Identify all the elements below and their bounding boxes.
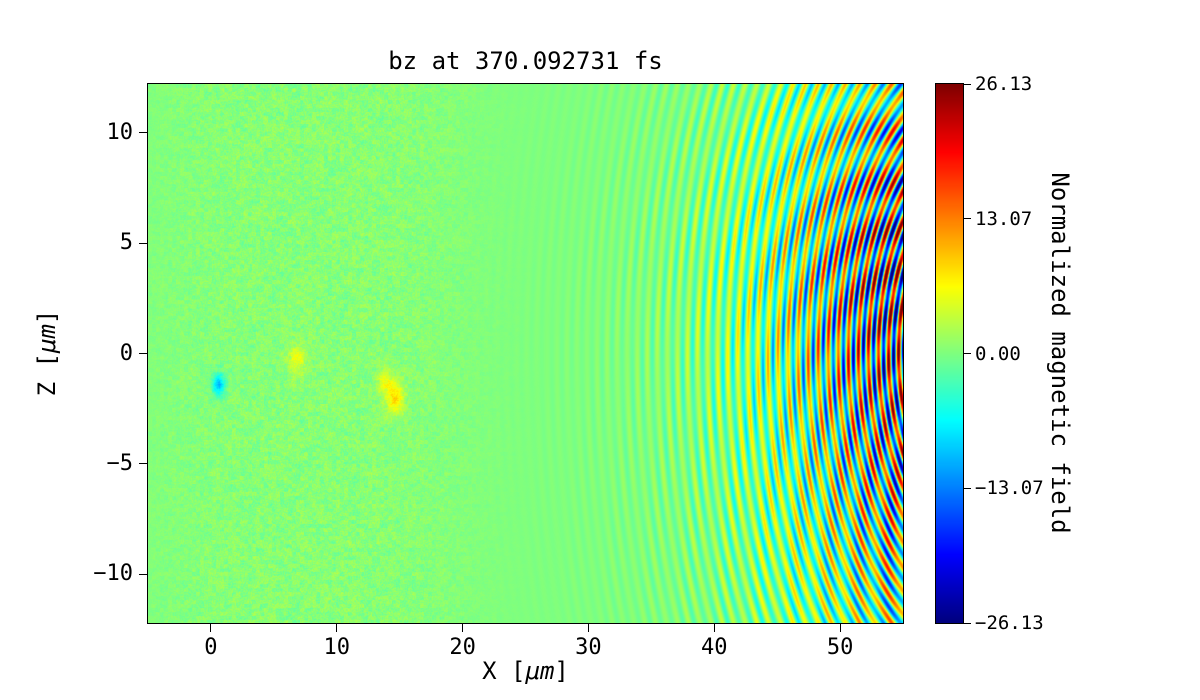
x-tick-label: 20 <box>449 635 476 660</box>
y-axis-label-suffix: ] <box>33 309 61 325</box>
y-tick-mark <box>139 463 147 465</box>
x-tick-mark <box>839 624 841 632</box>
colorbar-tick-label: 13.07 <box>975 207 1033 230</box>
colorbar-tick-mark <box>964 353 971 354</box>
x-tick-mark <box>462 624 464 632</box>
colorbar-tick-label: −26.13 <box>975 612 1044 634</box>
y-tick-label: −10 <box>93 561 133 587</box>
y-tick-label: −5 <box>106 450 134 476</box>
y-tick-label: 5 <box>119 230 133 256</box>
chart-title: bz at 370.092731 fs <box>388 47 663 75</box>
plot-area <box>147 83 904 624</box>
colorbar-tick-label: −13.07 <box>975 477 1044 500</box>
y-tick-mark <box>139 353 147 354</box>
x-tick-label: 10 <box>323 635 351 660</box>
colorbar-tick-label: 0.00 <box>975 342 1021 365</box>
y-tick-label: 0 <box>119 340 133 366</box>
x-axis-label-prefix: X [ <box>482 657 526 685</box>
x-tick-mark <box>587 624 589 632</box>
x-axis-label: X [μm] <box>148 656 903 686</box>
x-axis-label-unit: μm <box>525 657 555 685</box>
colorbar-tick-mark <box>964 622 971 624</box>
x-tick-mark <box>336 624 338 632</box>
x-tick-mark <box>210 624 212 632</box>
colorbar-tick-label: 26.13 <box>975 73 1033 95</box>
y-tick-mark <box>139 132 147 134</box>
x-axis-label-suffix: ] <box>554 657 569 685</box>
colorbar-tick-mark <box>964 83 971 85</box>
y-tick-label: 10 <box>106 119 134 145</box>
colorbar-tick-mark <box>964 218 971 220</box>
x-tick-label: 50 <box>826 635 854 660</box>
x-tick-label: 0 <box>204 635 218 660</box>
y-tick-mark <box>139 242 147 244</box>
heatmap-canvas <box>148 84 903 623</box>
colorbar-canvas <box>936 84 963 623</box>
x-tick-label: 40 <box>701 635 728 660</box>
colorbar <box>935 83 964 624</box>
x-tick-mark <box>713 624 715 632</box>
y-tick-mark <box>139 573 147 575</box>
colorbar-tick-mark <box>964 487 971 489</box>
x-tick-label: 30 <box>575 635 602 660</box>
